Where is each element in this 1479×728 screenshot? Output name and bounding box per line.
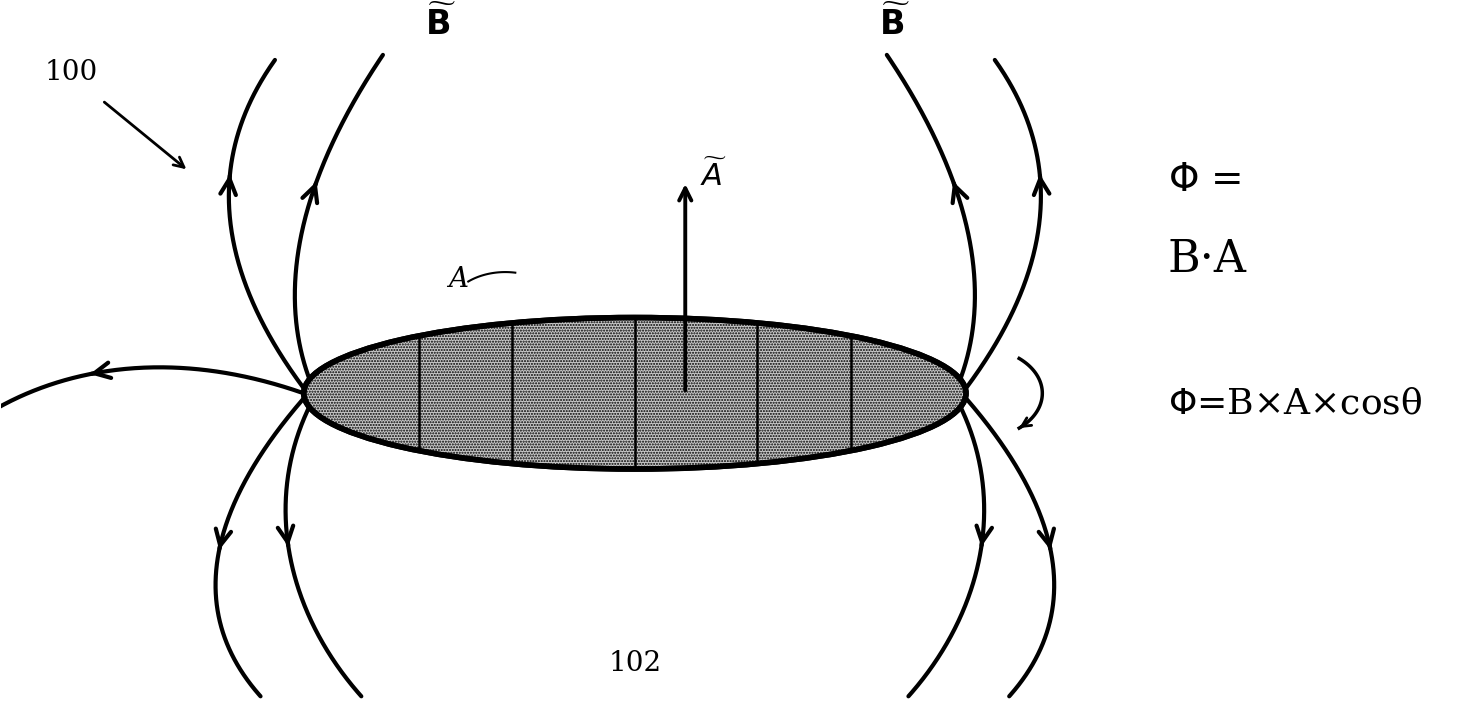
Text: $\widetilde{A}$: $\widetilde{A}$: [700, 159, 726, 192]
Text: B·A: B·A: [1167, 238, 1247, 281]
Text: $\Phi$ =: $\Phi$ =: [1167, 162, 1241, 199]
Text: 100: 100: [44, 59, 98, 86]
Text: $\Phi$=B×A×cosθ: $\Phi$=B×A×cosθ: [1167, 387, 1421, 421]
Text: $\widetilde{\mathbf{B}}$: $\widetilde{\mathbf{B}}$: [879, 4, 910, 41]
Ellipse shape: [303, 317, 966, 469]
Text: $\widetilde{\mathbf{B}}$: $\widetilde{\mathbf{B}}$: [424, 4, 456, 41]
Text: A: A: [448, 266, 467, 293]
Text: 102: 102: [608, 650, 661, 677]
